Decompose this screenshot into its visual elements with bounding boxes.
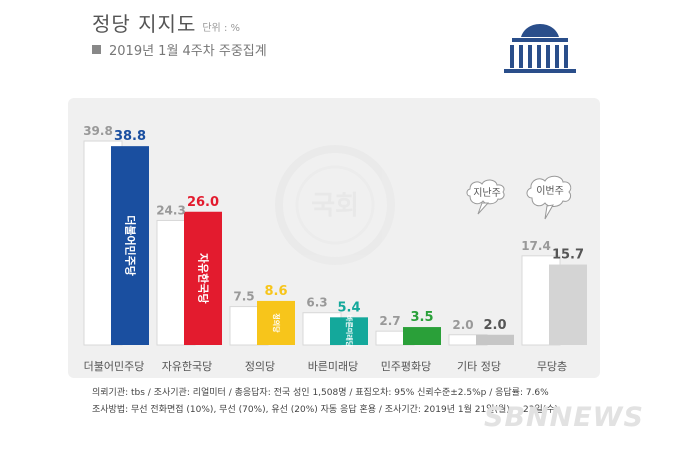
page-title: 정당 지지도 단위 : % — [92, 8, 240, 37]
subtitle-text: 2019년 1월 4주차 주중집계 — [109, 44, 267, 59]
x-tick-label: 정의당 — [245, 360, 275, 373]
legend-bubble-current — [526, 175, 572, 207]
emblem-watermark: 국회 — [275, 145, 395, 265]
legend-current: 이번주 — [536, 185, 564, 197]
party-logo-text: 정의당 — [272, 313, 281, 333]
bar-current — [257, 300, 295, 345]
data-label-current: 8.6 — [264, 284, 287, 299]
emblem-text: 국회 — [311, 191, 359, 221]
data-label-previous: 39.8 — [83, 124, 113, 138]
data-label-current: 15.7 — [552, 248, 584, 263]
x-tick-label: 더불어민주당 — [84, 360, 145, 373]
legend-bubble-previous-tail — [477, 202, 490, 215]
x-tick-label: 민주평화당 — [381, 360, 432, 373]
data-label-current: 2.0 — [483, 318, 506, 333]
party-logo-text: 자유한국당 — [197, 253, 211, 304]
party-logo-text: 더불어민주당 — [124, 215, 138, 276]
x-tick-label: 기타 정당 — [457, 360, 501, 373]
national-assembly-icon — [504, 24, 576, 73]
data-label-previous: 17.4 — [521, 239, 551, 253]
x-tick-label: 자유한국당 — [162, 360, 213, 373]
bar-current — [476, 334, 514, 345]
unit-label: 단위 : % — [202, 23, 240, 34]
footnote-survey-info: 의뢰기관: tbs / 조사기관: 리얼미터 / 총응답자: 전국 성인 1,5… — [92, 388, 549, 398]
data-label-previous: 2.7 — [379, 314, 400, 328]
subtitle: 2019년 1월 4주차 주중집계 — [92, 40, 267, 59]
party-logo-text: 바른미래당 — [345, 315, 354, 348]
data-label-previous: 2.0 — [452, 318, 473, 332]
data-label-previous: 6.3 — [306, 296, 327, 310]
legend-bubble-current-tail — [544, 204, 554, 220]
data-label-current: 26.0 — [187, 195, 219, 210]
x-tick-label: 바른미래당 — [308, 360, 359, 373]
x-tick-label: 무당층 — [537, 360, 567, 373]
legend-bubble-previous — [466, 179, 505, 205]
data-label-previous: 7.5 — [233, 290, 254, 304]
data-label-previous: 24.3 — [156, 203, 186, 217]
bar-current — [111, 146, 149, 345]
footnote-survey-method: 조사방법: 무선 전화면접 (10%), 무선 (70%), 유선 (20%) … — [92, 405, 559, 415]
data-label-current: 38.8 — [114, 129, 146, 144]
bar-current — [184, 211, 222, 345]
bar-current — [403, 327, 441, 345]
title-text: 정당 지지도 — [92, 12, 197, 36]
bullet-square-icon — [92, 45, 101, 54]
bar-current — [549, 264, 587, 345]
data-label-current: 5.4 — [337, 300, 360, 315]
legend-previous: 지난주 — [473, 187, 501, 199]
legend-bubbles: 지난주 이번주 — [466, 175, 572, 220]
source-watermark: SBNNEWS — [484, 402, 644, 433]
bar-current — [330, 317, 368, 345]
data-label-current: 3.5 — [410, 310, 433, 325]
